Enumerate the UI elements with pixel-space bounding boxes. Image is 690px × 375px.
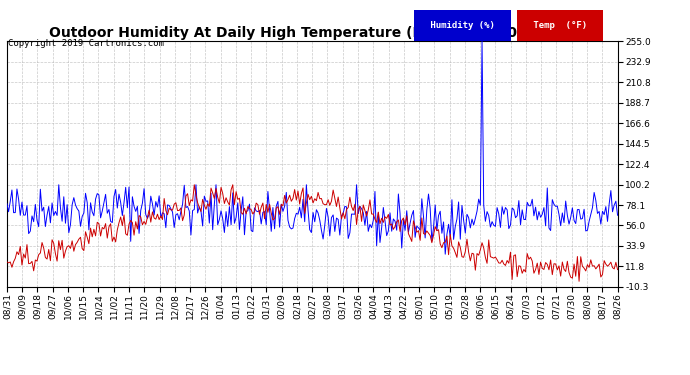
Text: Temp  (°F): Temp (°F) (528, 21, 592, 30)
Title: Outdoor Humidity At Daily High Temperature (Past Year) 20190831: Outdoor Humidity At Daily High Temperatu… (49, 26, 575, 40)
Text: Copyright 2019 Cartronics.com: Copyright 2019 Cartronics.com (8, 39, 164, 48)
Text: Humidity (%): Humidity (%) (425, 21, 500, 30)
